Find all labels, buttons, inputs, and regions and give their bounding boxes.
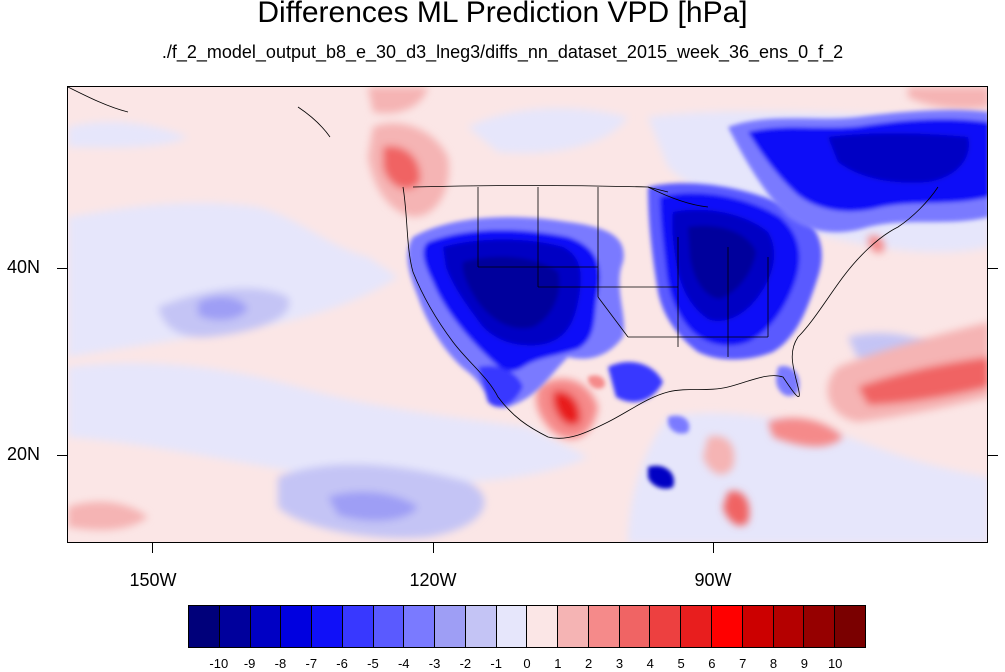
colorbar-label: 3 bbox=[615, 656, 624, 671]
colorbar-cell bbox=[650, 606, 682, 647]
plot-title: Differences ML Prediction VPD [hPa] bbox=[257, 0, 748, 29]
colorbar-cell bbox=[312, 606, 343, 647]
colorbar-cell bbox=[712, 606, 743, 647]
colorbar-label: -2 bbox=[459, 656, 472, 671]
lon-tick bbox=[152, 543, 153, 553]
vpd-difference-map bbox=[68, 87, 987, 542]
lat-label-20n: 20N bbox=[6, 444, 40, 464]
colorbar-cell bbox=[404, 606, 436, 647]
western-us-negative-region bbox=[407, 217, 625, 408]
positive-difference-regions bbox=[68, 87, 987, 530]
colorbar-cell bbox=[835, 606, 865, 647]
colorbar-cell bbox=[219, 606, 251, 647]
colorbar-cell bbox=[742, 606, 774, 647]
small-features bbox=[588, 375, 690, 489]
colorbar-label: 1 bbox=[554, 656, 562, 671]
canada-negative-region bbox=[728, 109, 987, 233]
colorbar-label: -8 bbox=[274, 656, 287, 671]
lat-tick bbox=[988, 455, 998, 456]
colorbar-label: -3 bbox=[428, 656, 441, 671]
lat-label-40n: 40N bbox=[6, 257, 40, 277]
colorbar-label: 8 bbox=[769, 656, 778, 671]
colorbar-label: -9 bbox=[243, 656, 256, 671]
map-panel bbox=[67, 86, 988, 543]
lon-label-120w: 120W bbox=[409, 570, 457, 590]
colorbar-label: -1 bbox=[490, 656, 502, 671]
plot-subtitle: ./f_2_model_output_b8_e_30_d3_lneg3/diff… bbox=[161, 42, 844, 62]
coastlines-borders bbox=[68, 87, 939, 439]
colorbar-cell bbox=[435, 606, 466, 647]
colorbar-label: -5 bbox=[367, 656, 379, 671]
colorbar-cell bbox=[465, 606, 497, 647]
colorbar-cell bbox=[619, 606, 651, 647]
colorbar-cell bbox=[527, 606, 559, 647]
colorbar-label: 0 bbox=[523, 656, 531, 671]
lat-tick bbox=[988, 268, 998, 269]
colorbar-cell bbox=[773, 606, 805, 647]
colorbar-label: 2 bbox=[585, 656, 593, 671]
colorbar-label: 9 bbox=[800, 656, 808, 671]
lat-tick bbox=[57, 455, 67, 456]
colorbar-cell bbox=[804, 606, 836, 647]
colorbar-label: -6 bbox=[336, 656, 348, 671]
colorbar-label: 4 bbox=[646, 656, 654, 671]
colorbar-cell bbox=[281, 606, 313, 647]
colorbar-label: 6 bbox=[708, 656, 716, 671]
lon-label-150w: 150W bbox=[129, 570, 177, 590]
colorbar bbox=[188, 605, 866, 648]
colorbar-cell bbox=[496, 606, 528, 647]
colorbar-label: 5 bbox=[677, 656, 685, 671]
lon-tick bbox=[713, 543, 714, 553]
colorbar-cell bbox=[373, 606, 405, 647]
colorbar-cell bbox=[558, 606, 589, 647]
colorbar-cell bbox=[681, 606, 713, 647]
colorbar-label: 7 bbox=[739, 656, 747, 671]
eastern-us-negative-region bbox=[608, 183, 822, 402]
colorbar-label: -10 bbox=[209, 656, 229, 671]
colorbar-cell bbox=[250, 606, 282, 647]
colorbar-cell bbox=[189, 606, 220, 647]
lat-tick bbox=[57, 268, 67, 269]
colorbar-label: 10 bbox=[827, 656, 843, 671]
lon-label-90w: 90W bbox=[694, 570, 732, 590]
colorbar-label: -7 bbox=[305, 656, 318, 671]
lon-tick bbox=[433, 543, 434, 553]
colorbar-cell bbox=[342, 606, 374, 647]
colorbar-cell bbox=[588, 606, 620, 647]
colorbar-label: -4 bbox=[397, 656, 410, 671]
